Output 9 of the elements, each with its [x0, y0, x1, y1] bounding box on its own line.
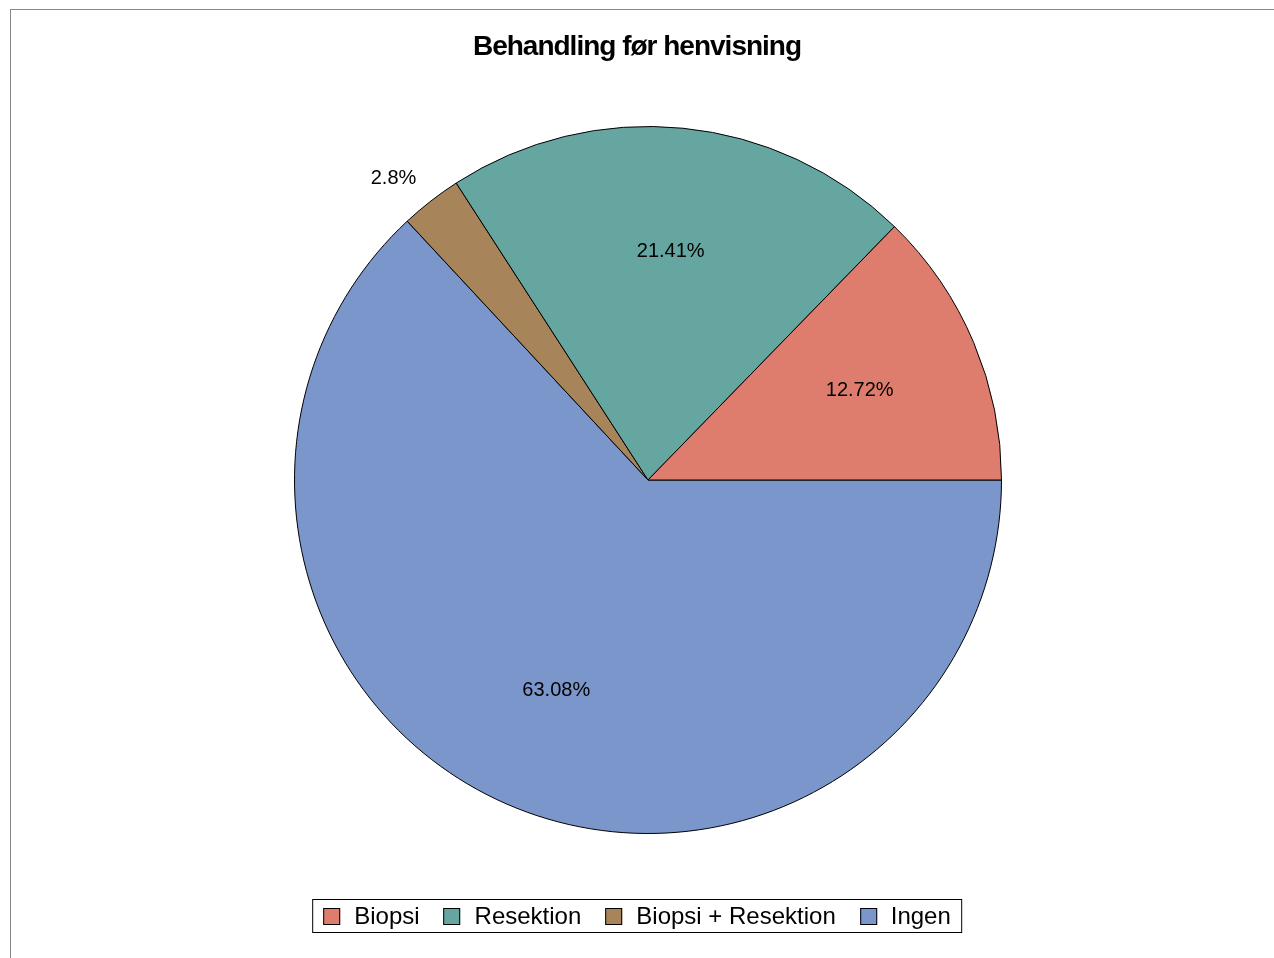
legend-label: Biopsi + Resektion	[636, 902, 836, 930]
legend-label: Ingen	[890, 902, 951, 930]
legend-label: Resektion	[474, 902, 582, 930]
data-label: 63.08%	[522, 678, 591, 701]
data-label: 21.41%	[636, 238, 705, 261]
data-label: 12.72%	[825, 378, 894, 401]
legend-label: Biopsi	[354, 902, 420, 930]
data-label: 2.8%	[370, 166, 417, 189]
chart-title: Behandling før henvisning	[471, 30, 803, 62]
